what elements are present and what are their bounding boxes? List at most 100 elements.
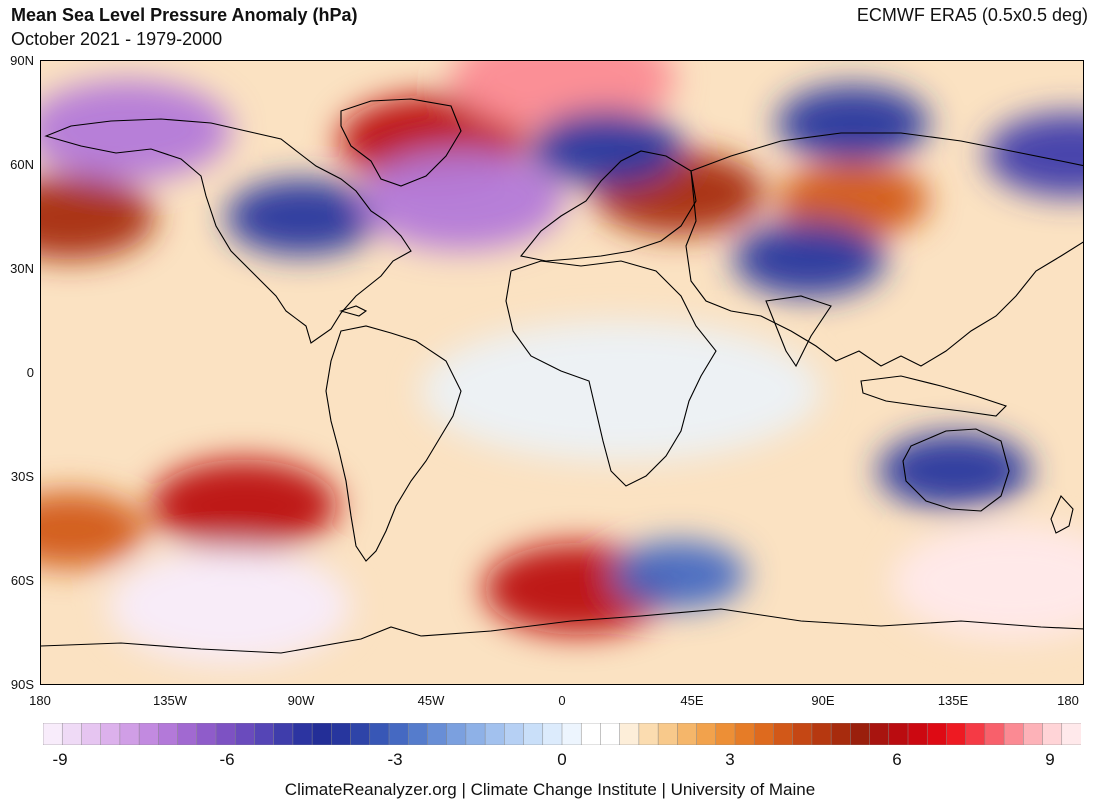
colorbar-swatch [254, 723, 275, 745]
colorbar-swatch [734, 723, 755, 745]
colorbar-tick-neg3: -3 [387, 750, 403, 769]
colorbar-tick-neg9: -9 [52, 750, 68, 769]
anomaly-map [41, 61, 1083, 684]
anomaly-blob [41, 175, 155, 260]
colorbar-swatch [888, 723, 909, 745]
coastline-south-america [325, 325, 462, 562]
colorbar-tick-3: 3 [725, 750, 735, 769]
lat-label-90n: 90N [10, 53, 34, 68]
colorbar-tick-9: 9 [1045, 750, 1055, 769]
footer-credits: ClimateReanalyzer.org | Climate Change I… [284, 780, 816, 799]
colorbar-swatch [234, 723, 255, 745]
anomaly-blob [358, 149, 565, 250]
colorbar-swatch [984, 723, 1005, 745]
colorbar-swatch [946, 723, 967, 745]
colorbar-swatch [158, 723, 179, 745]
lon-label-135e: 135E [937, 693, 969, 708]
map-panel[interactable] [40, 60, 1084, 685]
anomaly-blob [733, 220, 886, 297]
coastline-greenland [340, 98, 462, 187]
colorbar-swatch [311, 723, 332, 745]
colorbar-swatch [926, 723, 947, 745]
lon-label-180e: 180 [1057, 693, 1079, 708]
chart-title: Mean Sea Level Pressure Anomaly (hPa) [11, 5, 358, 25]
colorbar-swatch [677, 723, 698, 745]
colorbar-swatch [196, 723, 217, 745]
lat-label-60s: 60S [10, 573, 34, 588]
colorbar-swatch [273, 723, 294, 745]
anomaly-blob [891, 523, 1083, 640]
colorbar-swatch [446, 723, 467, 745]
lat-label-30s: 30S [10, 469, 34, 484]
anomaly-blob [226, 179, 378, 256]
lat-label-60n: 60N [10, 157, 34, 172]
anomaly-blob [41, 80, 231, 181]
anomaly-blob [777, 85, 929, 162]
colorbar-swatch [177, 723, 198, 745]
anomaly-blob [150, 459, 338, 552]
colorbar-swatch [331, 723, 352, 745]
colorbar-swatch [43, 723, 63, 745]
colorbar-swatch [215, 723, 236, 745]
colorbar-swatch [100, 723, 121, 745]
colorbar-swatch [638, 723, 659, 745]
colorbar-swatch [119, 723, 140, 745]
coastline-new-zealand [1050, 495, 1074, 534]
colorbar-swatch [773, 723, 794, 745]
colorbar-swatch [792, 723, 813, 745]
colorbar-swatch [81, 723, 102, 745]
colorbar-swatch [561, 723, 582, 745]
coastline-antarctica [41, 608, 1083, 654]
colorbar-swatch [830, 723, 851, 745]
colorbar-tick-neg6: -6 [219, 750, 235, 769]
coastline-asia [685, 132, 1083, 367]
colorbar-swatch [504, 723, 525, 745]
anomaly-blob [108, 548, 351, 665]
colorbar-swatch [138, 723, 159, 745]
colorbar-swatch [696, 723, 717, 745]
colorbar-swatch [292, 723, 313, 745]
coastline-india [765, 295, 832, 368]
anomaly-blob [530, 109, 683, 186]
lon-label-0: 0 [558, 693, 566, 708]
chart-subtitle: October 2021 - 1979-2000 [11, 29, 223, 49]
colorbar-swatch [753, 723, 774, 745]
colorbar [43, 723, 1081, 745]
lat-label-0: 0 [26, 365, 34, 380]
lon-label-135w: 135W [153, 693, 187, 708]
lon-label-45e: 45E [680, 693, 704, 708]
colorbar-swatch [580, 723, 601, 745]
colorbar-swatch [484, 723, 505, 745]
coastline-north-america [44, 118, 412, 344]
lon-label-180w: 180 [29, 693, 51, 708]
colorbar-tick-6: 6 [892, 750, 902, 769]
colorbar-swatch [965, 723, 986, 745]
colorbar-swatch [350, 723, 371, 745]
colorbar-swatch [657, 723, 678, 745]
anomaly-blob [985, 112, 1083, 197]
colorbar-swatch [465, 723, 486, 745]
colorbar-swatch [523, 723, 544, 745]
colorbar-tick-0: 0 [557, 750, 567, 769]
colorbar-swatch [542, 723, 563, 745]
colorbar-swatch [388, 723, 409, 745]
data-source-label: ECMWF ERA5 (0.5x0.5 deg) [856, 5, 1088, 25]
colorbar-swatch [1061, 723, 1081, 745]
anomaly-blob [421, 321, 821, 461]
coastline-australia [902, 428, 1010, 512]
anomaly-blob [777, 161, 929, 238]
lon-label-45w: 45W [417, 693, 445, 708]
colorbar-swatch [907, 723, 928, 745]
colorbar-swatch [407, 723, 428, 745]
coastlines [41, 98, 1083, 654]
anomaly-blob [612, 540, 746, 609]
lat-label-30n: 30N [10, 261, 34, 276]
anomaly-blob [878, 432, 1031, 509]
lon-label-90e: 90E [811, 693, 835, 708]
coastline-africa [505, 260, 717, 487]
colorbar-swatch [869, 723, 890, 745]
lon-label-90w: 90W [287, 693, 315, 708]
colorbar-swatch [1042, 723, 1063, 745]
anomaly-field [41, 61, 1083, 665]
colorbar-swatch [715, 723, 736, 745]
